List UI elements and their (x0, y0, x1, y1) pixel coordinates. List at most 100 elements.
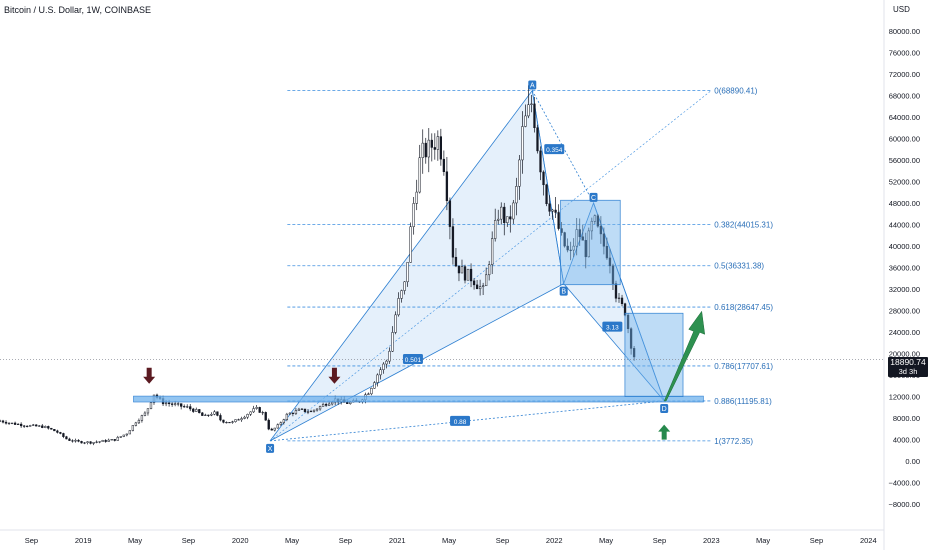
candle-body (620, 297, 624, 304)
time-tick-label: May (599, 536, 613, 545)
candle-body (231, 421, 234, 423)
candle-body (575, 229, 578, 247)
candle-body (177, 403, 180, 405)
candle-body (451, 226, 455, 258)
candle-body (306, 411, 310, 413)
time-axis[interactable]: Sep 2019 May Sep 2020 May Sep 2021 May Sep 2022 May… (0, 529, 884, 545)
candle-body (204, 414, 207, 416)
candle-body (149, 402, 153, 409)
candle-body (77, 439, 80, 442)
candle-body (415, 191, 418, 204)
candle-body (41, 425, 44, 428)
ratio-badge-box (602, 321, 623, 332)
candle-body (89, 441, 92, 444)
time-tick-label: 2024 (860, 536, 877, 545)
candle-body (273, 427, 276, 431)
candle-body (56, 430, 59, 433)
candle-body (128, 430, 131, 435)
time-tick-label: 2023 (703, 536, 720, 545)
ratio-badge: 0.88 (454, 419, 467, 426)
time-tick-label: Sep (339, 536, 352, 545)
candle-body (448, 200, 452, 227)
candle-body (472, 280, 476, 286)
candle-body (421, 142, 424, 159)
time-tick-label: 2022 (546, 536, 563, 545)
candle-body (367, 393, 370, 395)
price-tick-label: 28000.00 (889, 307, 920, 316)
candle-body (494, 220, 497, 239)
target-arrow-icon (663, 310, 706, 402)
candle-body (222, 419, 225, 423)
candle-body (80, 441, 83, 444)
point-label-a: A (530, 83, 535, 90)
candle-body (101, 440, 104, 442)
candle-body (95, 441, 98, 443)
price-tick-label: 4000.00 (893, 436, 920, 445)
candle-body (318, 406, 322, 410)
price-tick-label: 24000.00 (889, 328, 920, 337)
candle-body (261, 412, 264, 414)
candle-body (143, 412, 147, 416)
price-tick-label: 12000.00 (889, 393, 920, 402)
candle-body (445, 171, 449, 201)
candle-body (131, 425, 135, 431)
candle-body (542, 171, 545, 186)
candle-body (539, 150, 542, 173)
candle-body (210, 413, 213, 416)
point-label-c: C (591, 195, 596, 202)
candle-body (83, 442, 86, 444)
support-zone (133, 395, 704, 403)
candle-body (478, 286, 482, 290)
chart-title: Bitcoin / U.S. Dollar, 1W, COINBASE (4, 5, 152, 15)
candle-body (110, 439, 113, 441)
price-tick-label: 48000.00 (889, 199, 920, 208)
c-consolidation-box (560, 199, 621, 286)
candle-body (267, 419, 270, 430)
candle-body (388, 350, 391, 362)
candle-body (466, 268, 470, 281)
current-price-tag: 18890.74 3d 3h (888, 357, 928, 377)
fib-label: 0.382(44015.31) (714, 220, 773, 229)
candle-body (394, 314, 397, 333)
fib-label: 0.618(28647.45) (714, 303, 773, 312)
candle-body (321, 404, 325, 407)
candle-body (164, 402, 168, 405)
candle-body (530, 103, 533, 105)
candle-body (545, 184, 548, 205)
candle-body (412, 203, 415, 227)
candle-body (454, 256, 458, 267)
candle-body (65, 436, 68, 440)
price-tick-label: 60000.00 (889, 134, 920, 143)
candle-body (291, 412, 295, 414)
fib-trend-line (269, 90, 712, 442)
candle-body (491, 238, 494, 265)
candle-body (605, 245, 609, 259)
candle-body (569, 249, 572, 251)
candle-body (186, 406, 189, 408)
candle-body (626, 314, 630, 329)
candle-body (0, 420, 2, 422)
candle-body (237, 419, 240, 421)
candle-body (252, 408, 255, 413)
candle-body (300, 408, 304, 410)
down-arrow-icon (328, 367, 341, 384)
time-tick-label: May (756, 536, 770, 545)
candle-body (370, 388, 373, 395)
candle-body (330, 401, 334, 405)
candle-body (403, 281, 406, 291)
price-axis[interactable]: 80000.00 76000.00 72000.00 68000.00 64000.00… (883, 0, 920, 550)
candle-body (632, 348, 636, 358)
candle-body (216, 411, 219, 416)
candle-body (533, 103, 536, 128)
point-label-x-box (266, 443, 275, 453)
price-tick-label: 32000.00 (889, 285, 920, 294)
candle-body (521, 126, 524, 161)
pattern-line-cd (593, 202, 665, 402)
candle-body (47, 426, 50, 429)
price-tick-label: 20000.00 (889, 350, 920, 359)
candle-body (442, 158, 446, 172)
candle-body (183, 406, 186, 408)
candle-body (557, 212, 560, 229)
candle-body (264, 412, 267, 421)
